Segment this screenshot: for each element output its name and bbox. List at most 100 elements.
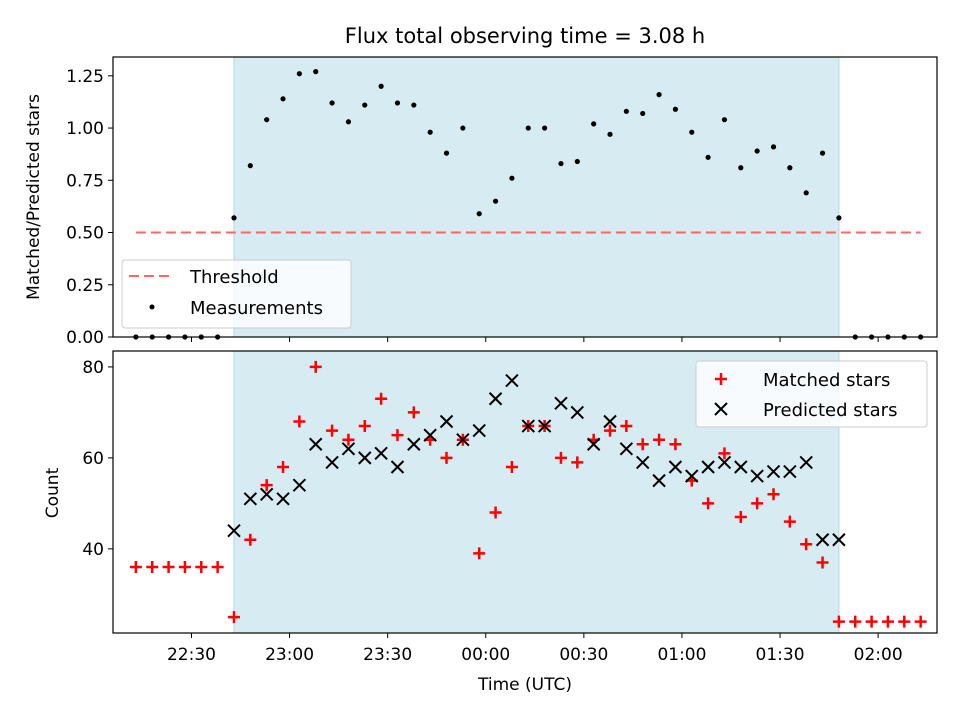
predicted-star-point xyxy=(407,437,421,451)
measurement-point xyxy=(362,102,368,108)
predicted-star-point xyxy=(374,446,388,461)
predicted-star-point xyxy=(799,455,813,470)
matched-star-point xyxy=(832,615,845,628)
legend-measurements-swatch xyxy=(149,304,155,310)
matched-star-point xyxy=(604,424,617,437)
predicted-star-point xyxy=(783,464,797,479)
matched-star-point xyxy=(440,451,453,464)
x-tick-label: 22:30 xyxy=(167,645,216,665)
predicted-star-point xyxy=(668,460,683,474)
matched-star-point xyxy=(342,433,355,446)
bottom-y-tick-label: 40 xyxy=(82,540,104,560)
measurement-point xyxy=(558,160,564,167)
predicted-star-point xyxy=(554,396,568,411)
measurement-point xyxy=(787,165,793,171)
predicted-star-point xyxy=(259,487,274,501)
top-y-tick-label: 0.00 xyxy=(66,328,104,348)
measurement-point xyxy=(411,102,417,108)
measurement-point xyxy=(427,129,433,135)
matched-star-point xyxy=(767,488,780,501)
predicted-star-point xyxy=(570,405,585,420)
predicted-star-point xyxy=(734,460,748,474)
measurement-point xyxy=(345,119,352,125)
predicted-star-point xyxy=(652,473,666,488)
matched-star-point xyxy=(277,460,290,473)
legend-matched-label: Matched stars xyxy=(763,370,890,391)
measurement-point xyxy=(640,110,646,117)
bottom-panel: 40 60 80 22:30 23:00 23:30 00:00 00:30 01:00 01:3… xyxy=(43,350,938,695)
measurement-point xyxy=(231,215,237,221)
matched-star-point xyxy=(260,479,273,492)
predicted-star-point xyxy=(636,455,650,470)
matched-star-point xyxy=(554,451,567,464)
x-tick-label: 01:30 xyxy=(756,645,805,665)
matched-star-point xyxy=(211,561,224,574)
measurement-point xyxy=(803,190,809,196)
measurement-point xyxy=(591,121,597,127)
predicted-star-point xyxy=(390,460,405,474)
matched-star-point xyxy=(129,561,142,574)
measurement-point xyxy=(770,144,777,150)
measurement-point xyxy=(738,165,744,171)
matched-star-point xyxy=(620,420,633,433)
matched-star-point xyxy=(751,497,764,510)
top-y-tick-label: 1.25 xyxy=(66,67,104,87)
matched-star-point xyxy=(358,420,371,433)
measurement-point xyxy=(247,163,253,169)
measurement-point xyxy=(509,175,515,181)
bottom-axis-ticks: 40 60 80 22:30 23:00 23:30 00:00 00:30 01:00 01:3… xyxy=(82,358,902,665)
legend-predicted-label: Predicted stars xyxy=(763,400,897,421)
measurement-point xyxy=(705,154,711,160)
predicted-star-point xyxy=(309,437,323,451)
predicted-star-point xyxy=(537,419,552,433)
figure-title: Flux total observing time = 3.08 h xyxy=(345,24,705,48)
predicted-star-point xyxy=(488,392,503,406)
matched-star-point xyxy=(898,615,911,628)
legend-matched-swatch xyxy=(715,373,727,385)
predicted-star-point xyxy=(766,464,781,479)
measurement-point xyxy=(280,96,286,102)
predicted-star-point xyxy=(701,460,715,474)
predicted-star-point xyxy=(685,469,699,483)
matched-star-point xyxy=(244,533,257,546)
measurement-point xyxy=(623,108,629,114)
measurement-point xyxy=(313,69,319,75)
matched-star-point xyxy=(326,424,339,437)
top-y-tick-label: 0.25 xyxy=(66,276,104,296)
matched-star-point xyxy=(489,506,502,519)
matched-star-point xyxy=(146,561,159,574)
x-tick-label: 00:30 xyxy=(559,645,608,665)
predicted-star-point xyxy=(505,373,519,388)
matched-star-point xyxy=(865,615,878,628)
bottom-legend-box xyxy=(695,360,928,428)
measurement-point xyxy=(672,106,679,112)
x-tick-label: 01:00 xyxy=(657,645,706,665)
predicted-star-point xyxy=(586,437,601,451)
legend-threshold-label: Threshold xyxy=(189,267,279,288)
measurement-point xyxy=(819,150,826,156)
predicted-star-point xyxy=(472,423,486,438)
matched-star-point xyxy=(375,392,388,405)
x-tick-label: 00:00 xyxy=(461,645,510,665)
measurement-point xyxy=(443,150,450,156)
measurement-point xyxy=(525,125,531,131)
matched-star-point xyxy=(636,438,649,451)
matched-star-point xyxy=(914,615,927,628)
predicted-star-point xyxy=(276,492,290,506)
predicted-star-point xyxy=(227,523,241,538)
measurement-point xyxy=(689,129,695,135)
matched-star-point xyxy=(473,547,486,560)
predicted-star-point xyxy=(341,442,356,456)
matched-star-point xyxy=(783,515,796,528)
measurement-point xyxy=(656,92,662,98)
matched-star-points xyxy=(129,360,927,628)
bottom-y-axis-label: Count xyxy=(43,467,63,518)
predicted-star-points xyxy=(227,373,846,547)
matched-star-point xyxy=(653,433,666,446)
top-y-tick-label: 0.50 xyxy=(66,224,104,244)
predicted-star-point xyxy=(815,533,830,547)
predicted-star-point xyxy=(717,455,732,470)
measurement-point xyxy=(542,125,548,131)
predicted-star-point xyxy=(423,428,437,442)
